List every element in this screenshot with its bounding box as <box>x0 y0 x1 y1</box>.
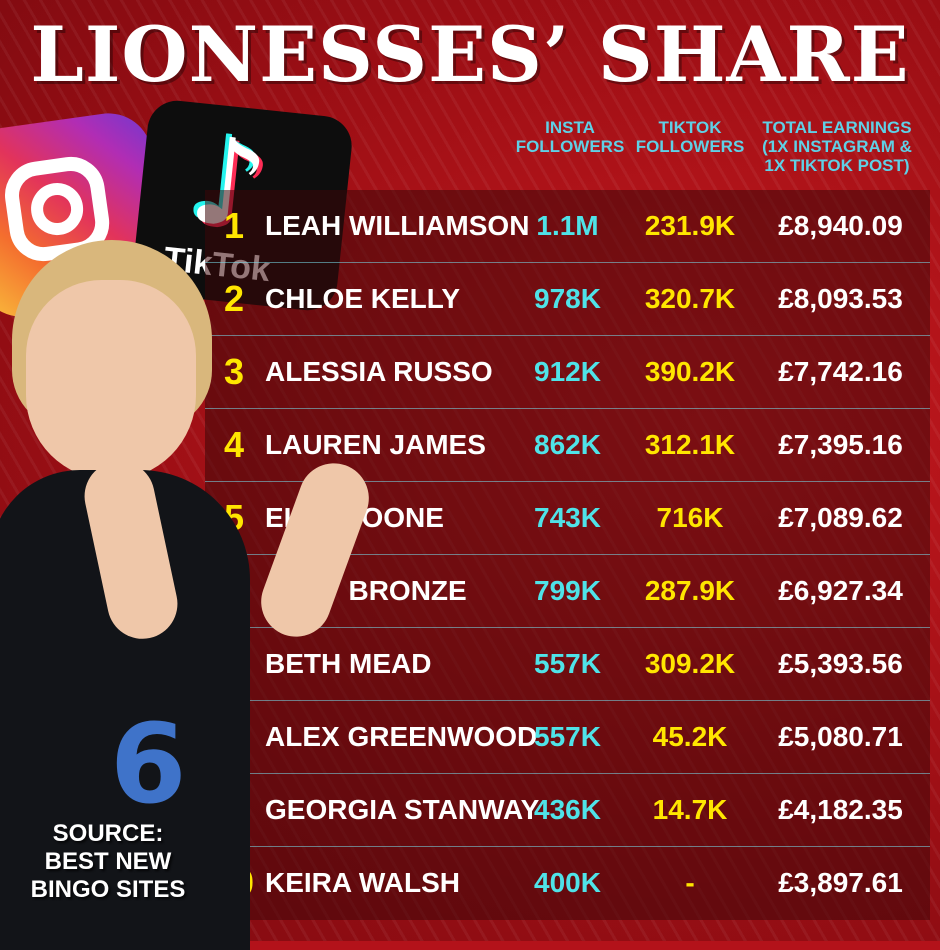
rank-number: 4 <box>223 424 245 465</box>
table-row: 2 CHLOE KELLY 978K 320.7K £8,093.53 <box>205 263 930 336</box>
player-name: LEAH WILLIAMSON <box>265 210 530 241</box>
tiktok-followers: 231.9K <box>644 210 736 241</box>
table-row: 4 LAUREN JAMES 862K 312.1K £7,395.16 <box>205 409 930 482</box>
total-earnings: £5,393.56 <box>778 648 903 679</box>
insta-followers: 1.1M <box>536 210 599 241</box>
insta-followers: 799K <box>534 575 601 606</box>
shirt-number: 6 <box>110 700 187 828</box>
row-divider <box>205 846 930 847</box>
tiktok-followers: - <box>685 867 695 898</box>
total-earnings: £4,182.35 <box>778 794 903 825</box>
table-row: 1 LEAH WILLIAMSON 1.1M 231.9K £8,940.09 <box>205 190 930 263</box>
row-divider <box>205 335 930 336</box>
row-divider <box>205 554 930 555</box>
insta-followers: 978K <box>534 283 601 314</box>
total-earnings: £8,940.09 <box>778 210 903 241</box>
rank-number: 1 <box>223 205 245 246</box>
tiktok-followers: 312.1K <box>644 429 736 460</box>
tiktok-followers: 309.2K <box>644 648 736 679</box>
player-name: LAUREN JAMES <box>265 429 486 460</box>
insta-followers: 436K <box>534 794 601 825</box>
total-earnings: £7,742.16 <box>778 356 903 387</box>
insta-followers: 557K <box>534 721 601 752</box>
insta-followers: 862K <box>534 429 601 460</box>
insta-followers: 400K <box>534 867 601 898</box>
tiktok-followers: 390.2K <box>644 356 736 387</box>
total-earnings: £5,080.71 <box>778 721 903 752</box>
player-name: CHLOE KELLY <box>265 283 460 314</box>
insta-header: INSTA FOLLOWERS <box>515 118 625 156</box>
player-name: ALESSIA RUSSO <box>265 356 493 387</box>
tiktok-followers: 45.2K <box>652 721 728 752</box>
rank-number: 3 <box>223 351 245 392</box>
row-divider <box>205 408 930 409</box>
player-name: GEORGIA STANWAY <box>265 794 540 825</box>
row-divider <box>205 481 930 482</box>
player-name: BETH MEAD <box>265 648 432 679</box>
row-divider <box>205 773 930 774</box>
tiktok-followers: 14.7K <box>652 794 728 825</box>
earnings-header: TOTAL EARNINGS (1X INSTAGRAM & 1X TIKTOK… <box>762 118 912 175</box>
tiktok-followers: 287.9K <box>644 575 736 606</box>
insta-followers: 557K <box>534 648 601 679</box>
tiktok-followers: 716K <box>656 502 724 533</box>
tiktok-followers: 320.7K <box>644 283 736 314</box>
row-divider <box>205 627 930 628</box>
row-divider <box>205 700 930 701</box>
row-divider <box>205 262 930 263</box>
total-earnings: £3,897.61 <box>778 867 903 898</box>
player-name: ALEX GREENWOOD <box>265 721 538 752</box>
insta-followers: 743K <box>534 502 601 533</box>
player-name: KEIRA WALSH <box>265 867 460 898</box>
player-photo: 6 <box>0 240 379 950</box>
source-note: SOURCE: BEST NEW BINGO SITES <box>30 820 186 903</box>
total-earnings: £8,093.53 <box>778 283 903 314</box>
player-face <box>26 280 196 480</box>
total-earnings: £6,927.34 <box>778 575 903 606</box>
total-earnings: £7,395.16 <box>778 429 903 460</box>
insta-followers: 912K <box>534 356 601 387</box>
tiktok-header: TIKTOK FOLLOWERS <box>635 118 745 156</box>
rank-number: 2 <box>223 278 245 319</box>
page-title: LIONESSES’ SHARE <box>30 10 910 99</box>
total-earnings: £7,089.62 <box>778 502 903 533</box>
table-row: 3 ALESSIA RUSSO 912K 390.2K £7,742.16 <box>205 336 930 409</box>
